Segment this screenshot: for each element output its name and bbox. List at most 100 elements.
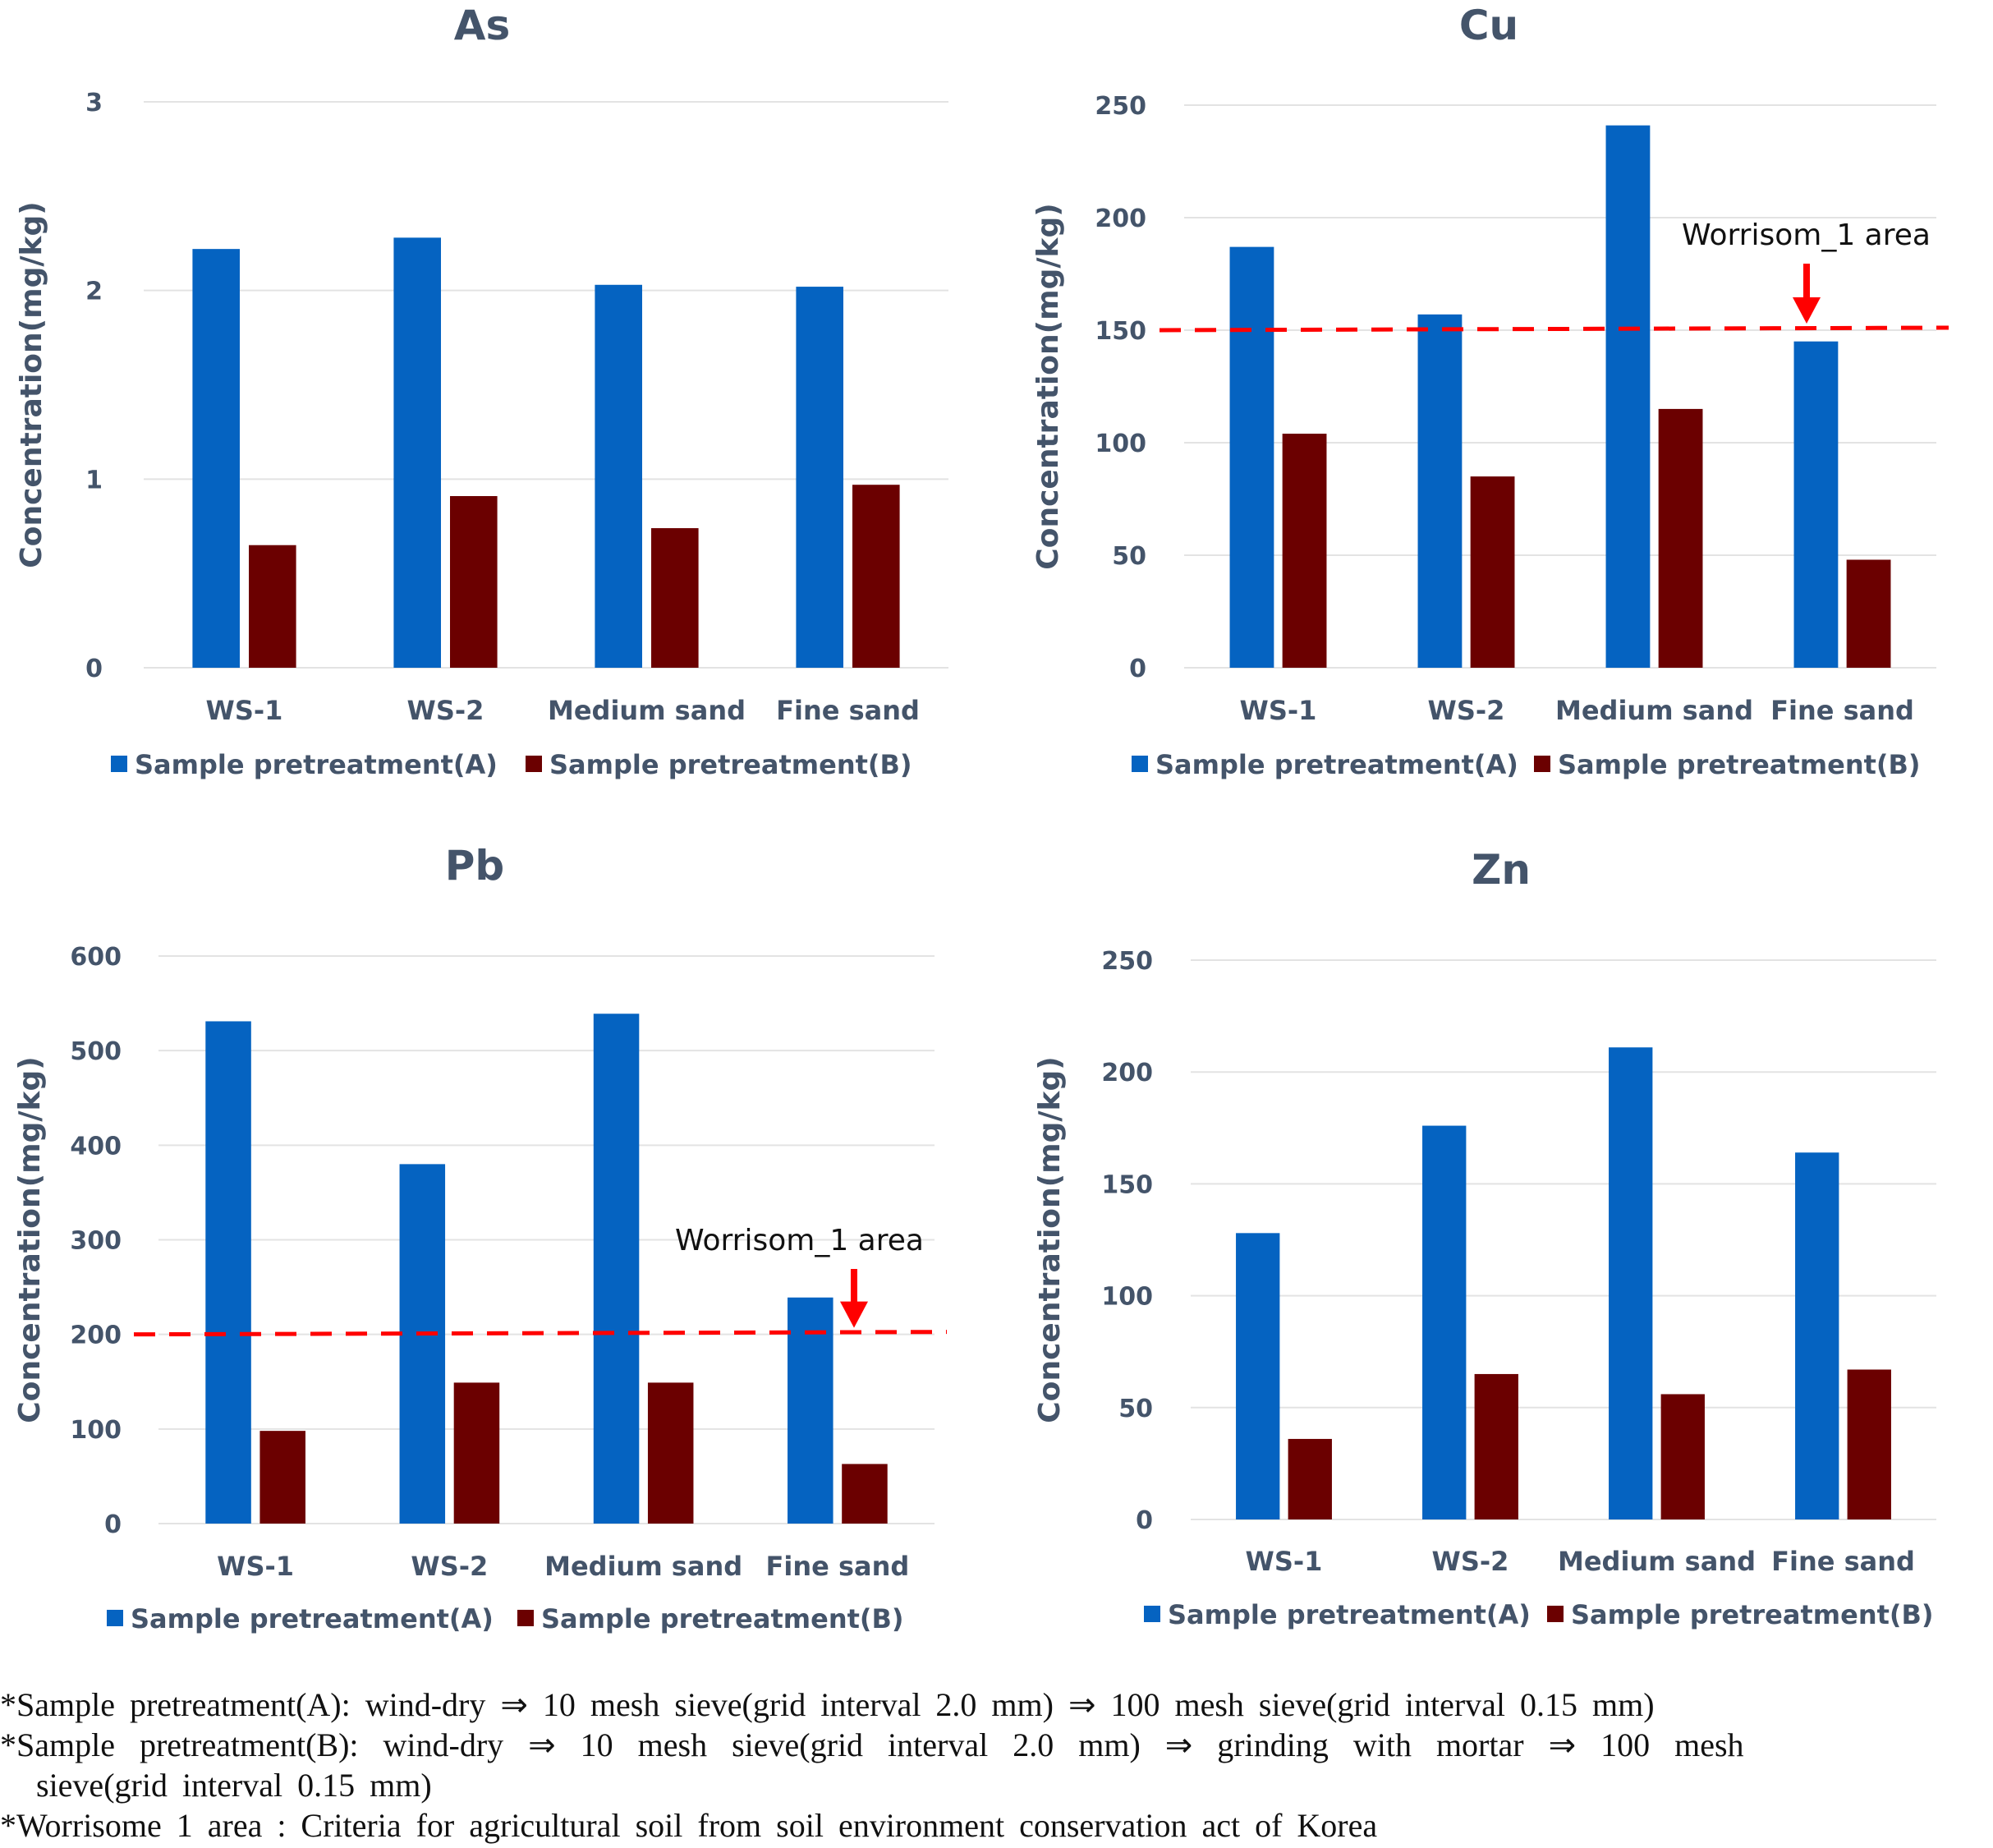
bar-b <box>852 485 900 668</box>
y-tick-label: 150 <box>1095 317 1146 346</box>
arrow-down-icon <box>1793 297 1821 324</box>
bar-a <box>593 1014 640 1524</box>
threshold-annotation: Worrisom_1 area <box>1682 218 1931 252</box>
threshold-line <box>133 1330 948 1337</box>
bar-b <box>1847 1369 1891 1519</box>
bar-b <box>1474 1373 1518 1519</box>
legend-swatch-a <box>107 1610 123 1626</box>
legend-swatch-a <box>1132 756 1148 772</box>
category-label: Fine sand <box>765 1551 909 1582</box>
category-label: WS-1 <box>206 695 283 726</box>
legend-swatch-b <box>1534 756 1550 772</box>
category-label: WS-2 <box>1428 695 1505 726</box>
bar-a <box>1229 246 1274 668</box>
category-label: Medium sand <box>1558 1546 1756 1577</box>
cu-chart: Cu 0 50 100 150 200 250 Concentration(mg/kg) WS-… <box>1031 2 1949 780</box>
y-tick-label: 100 <box>1101 1283 1153 1312</box>
legend-swatch-b <box>517 1610 534 1626</box>
y-axis-label: Concentration(mg/kg) <box>15 201 48 568</box>
pb-chart: Pb 0 100 200 300 400 500 600 Concentration(mg/kg… <box>13 842 948 1634</box>
bar-a <box>796 287 843 668</box>
chart-title: Cu <box>1459 2 1518 49</box>
y-tick-label: 0 <box>85 655 103 683</box>
bar-a <box>1236 1233 1280 1519</box>
legend-label-a: Sample pretreatment(A) <box>1168 1599 1531 1630</box>
category-label: WS-2 <box>411 1551 488 1582</box>
threshold-line <box>1159 325 1949 333</box>
y-tick-label: 1 <box>85 466 103 494</box>
chart-title: As <box>454 2 510 49</box>
bar-a <box>1605 125 1651 668</box>
y-tick-label: 0 <box>1129 655 1146 683</box>
bar-b <box>1282 434 1327 668</box>
bar-b <box>1658 408 1703 668</box>
y-tick-label: 400 <box>70 1132 122 1161</box>
category-label: Medium sand <box>544 1551 742 1582</box>
legend-label-b: Sample pretreatment(B) <box>549 749 912 780</box>
category-label: Fine sand <box>1771 1546 1915 1577</box>
y-tick-label: 500 <box>70 1037 122 1066</box>
category-label: Fine sand <box>776 695 920 726</box>
footnote-pretreatment-a: *Sample pretreatment(A): wind-dry ⇒ 10 m… <box>0 1686 1655 1723</box>
y-tick-label: 100 <box>70 1416 122 1445</box>
bar-a <box>192 249 240 668</box>
bar-b <box>249 545 296 668</box>
y-tick-label: 200 <box>70 1322 122 1350</box>
y-axis-label: Concentration(mg/kg) <box>1033 1056 1067 1423</box>
y-tick-label: 50 <box>1118 1395 1153 1423</box>
legend-swatch-a <box>111 756 127 772</box>
bar-b <box>842 1464 888 1524</box>
bar-b <box>1288 1438 1332 1519</box>
footnote-worrisome-area: *Worrisome 1 area : Criteria for agricul… <box>0 1807 1378 1844</box>
bar-b <box>259 1431 305 1524</box>
category-label: WS-2 <box>1432 1546 1509 1577</box>
bar-a <box>595 284 642 668</box>
bar-a <box>399 1164 446 1524</box>
legend-swatch-b <box>526 756 542 772</box>
y-tick-label: 200 <box>1095 205 1146 233</box>
as-chart: As 0 1 2 3 Concentration(mg/kg) WS-1 WS-2 Medium… <box>15 2 948 780</box>
y-tick-label: 600 <box>70 943 122 972</box>
bar-b <box>453 1382 500 1524</box>
y-tick-label: 0 <box>104 1510 122 1539</box>
y-tick-label: 200 <box>1101 1059 1153 1087</box>
bar-a <box>393 237 441 668</box>
category-label: Medium sand <box>1555 695 1753 726</box>
category-label: WS-1 <box>1240 695 1317 726</box>
y-tick-label: 250 <box>1095 92 1146 121</box>
chart-title: Pb <box>445 842 504 890</box>
bar-b <box>1846 559 1891 668</box>
y-tick-label: 300 <box>70 1227 122 1256</box>
y-tick-label: 50 <box>1112 542 1146 571</box>
bar-a <box>1422 1125 1467 1519</box>
legend-label-a: Sample pretreatment(A) <box>131 1603 494 1634</box>
bar-a <box>1417 314 1463 668</box>
bar-b <box>647 1382 694 1524</box>
legend-swatch-a <box>1144 1606 1160 1622</box>
bar-b <box>651 528 699 668</box>
legend-label-a: Sample pretreatment(A) <box>135 749 498 780</box>
footnote-pretreatment-b-continued: sieve(grid interval 0.15 mm) <box>36 1767 432 1804</box>
footnote-pretreatment-b: *Sample pretreatment(B): wind-dry ⇒ 10 m… <box>0 1726 1744 1763</box>
bar-b <box>1470 476 1515 668</box>
bar-a <box>1793 341 1839 668</box>
y-axis-label: Concentration(mg/kg) <box>1031 203 1065 569</box>
zn-chart: Zn 0 50 100 150 200 250 Concentration(mg/kg) WS-… <box>1033 846 1936 1630</box>
legend-label-b: Sample pretreatment(B) <box>1558 749 1921 780</box>
bar-a <box>1795 1152 1839 1519</box>
category-label: Fine sand <box>1770 695 1914 726</box>
category-label: WS-1 <box>217 1551 294 1582</box>
legend-swatch-b <box>1547 1606 1564 1622</box>
bar-a <box>1609 1047 1653 1519</box>
y-tick-label: 100 <box>1095 430 1146 458</box>
category-label: Medium sand <box>548 695 746 726</box>
chart-title: Zn <box>1472 846 1531 894</box>
bar-b <box>450 496 498 668</box>
legend-label-b: Sample pretreatment(B) <box>1571 1599 1934 1630</box>
threshold-annotation: Worrisom_1 area <box>675 1224 924 1257</box>
arrow-down-icon <box>840 1301 868 1328</box>
y-tick-label: 3 <box>85 89 103 117</box>
legend-label-a: Sample pretreatment(A) <box>1155 749 1518 780</box>
legend-label-b: Sample pretreatment(B) <box>541 1603 904 1634</box>
y-tick-label: 0 <box>1136 1506 1153 1535</box>
